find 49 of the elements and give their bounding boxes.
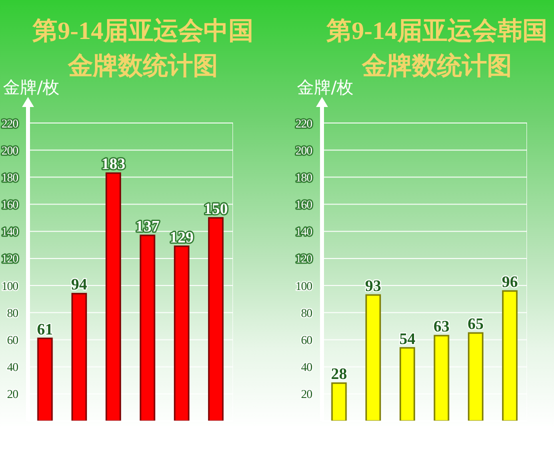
y-tick-label: 140 [2, 224, 18, 239]
bar [502, 290, 518, 421]
y-tick-label: 180 [296, 170, 312, 184]
y-tick-label: 220 [2, 116, 18, 130]
bar [106, 172, 122, 421]
data-label: 129 [170, 229, 194, 246]
data-label: 96 [502, 274, 518, 291]
bar [174, 246, 190, 421]
bar [331, 382, 347, 421]
data-label: 94 [71, 276, 88, 294]
y-tick-label: 120 [296, 252, 312, 266]
bar [37, 338, 53, 421]
y-tick-label: 120 [2, 252, 18, 266]
data-label: 183 [101, 156, 126, 174]
bar [434, 334, 450, 421]
y-tick-label: 40 [301, 360, 312, 374]
bar [400, 347, 416, 421]
y-tick-label: 20 [301, 387, 312, 402]
data-label: 93 [365, 278, 382, 296]
bar [71, 292, 87, 421]
chart-title: 第9-14届亚运会中国金牌数统计图 [32, 18, 254, 80]
data-label: 54 [399, 330, 416, 348]
y-tick-label: 100 [296, 278, 312, 293]
bar [140, 234, 156, 421]
y-tick-label: 160 [2, 198, 18, 212]
bar [468, 332, 484, 421]
y-tick-label: 200 [2, 143, 18, 158]
data-label: 28 [331, 366, 347, 384]
y-tick-label: 200 [296, 143, 312, 158]
chart-title: 第9-14届亚运会韩国金牌数统计图 [326, 18, 548, 80]
bar [208, 217, 224, 421]
y-tick-label: 220 [296, 116, 312, 130]
y-tick-label: 20 [7, 387, 18, 402]
data-label: 150 [204, 200, 228, 218]
y-tick-label: 80 [7, 306, 18, 320]
data-label: 65 [468, 316, 484, 333]
y-tick-label: 180 [2, 170, 18, 184]
y-tick-label: 160 [296, 198, 312, 212]
data-label: 61 [37, 321, 53, 338]
y-tick-label: 80 [301, 306, 312, 320]
y-tick-label: 100 [2, 278, 18, 293]
y-axis-title: 金牌/枚 [3, 77, 60, 99]
y-tick-label: 140 [296, 224, 312, 239]
y-axis-title: 金牌/枚 [297, 77, 354, 99]
y-tick-label: 60 [301, 332, 312, 347]
y-tick-label: 40 [7, 360, 18, 374]
bar [365, 294, 381, 421]
y-tick-label: 60 [7, 332, 18, 347]
data-label: 63 [434, 318, 450, 336]
